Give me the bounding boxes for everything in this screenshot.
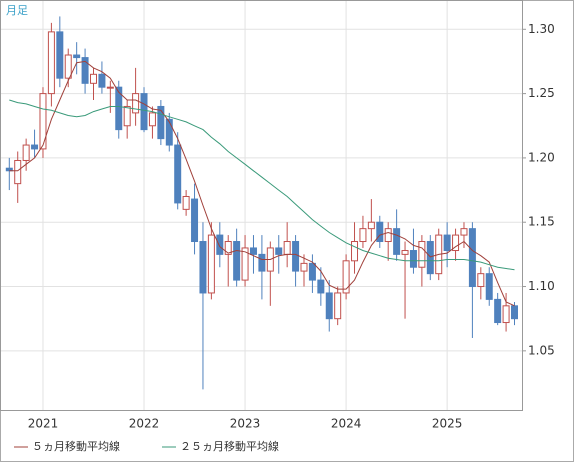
candle-body xyxy=(123,105,131,127)
candle-body xyxy=(468,228,476,288)
candle-body xyxy=(367,221,375,230)
candle-body xyxy=(342,260,350,294)
candle-body xyxy=(115,86,123,131)
candle-body xyxy=(199,241,207,294)
moving-average-line xyxy=(9,60,515,307)
candle-body xyxy=(426,241,434,275)
candle-body xyxy=(308,262,316,281)
candle-body xyxy=(275,247,283,255)
candle-body xyxy=(241,247,249,281)
candle-body xyxy=(300,262,308,272)
candle-body xyxy=(81,57,89,84)
y-tick-label: 1.10 xyxy=(528,279,555,293)
candle-body xyxy=(283,241,291,255)
x-tick-label: 2021 xyxy=(28,417,59,431)
candle-body xyxy=(351,241,359,262)
candle-body xyxy=(334,292,342,320)
candle-body xyxy=(140,93,148,131)
candle-body xyxy=(292,241,300,272)
candle-body xyxy=(56,31,64,79)
candle-body xyxy=(233,241,241,281)
candle-body xyxy=(409,250,417,268)
candle-body xyxy=(502,305,510,324)
candle-body xyxy=(325,292,333,320)
moving-average-line xyxy=(9,99,515,271)
candle-body xyxy=(376,221,384,243)
candle-body xyxy=(22,144,30,161)
candle-body xyxy=(384,228,392,243)
candle-body xyxy=(106,86,114,89)
candle-body xyxy=(401,250,409,255)
period-label: 月足 xyxy=(6,4,28,17)
candle-body xyxy=(148,112,156,127)
y-tick-label: 1.30 xyxy=(528,22,555,36)
candle-body xyxy=(31,144,39,150)
candle-body xyxy=(452,234,460,252)
candle-body xyxy=(165,118,173,146)
candle-body xyxy=(317,279,325,294)
candle-body xyxy=(393,228,401,255)
candle-body xyxy=(224,241,232,255)
plot-area xyxy=(0,0,523,411)
candle-body xyxy=(249,247,257,255)
candle-body xyxy=(207,234,215,294)
candle-body xyxy=(477,273,485,288)
x-tick-label: 2024 xyxy=(331,417,362,431)
x-tick-label: 2023 xyxy=(230,417,261,431)
candle-body xyxy=(460,228,468,236)
candle-body xyxy=(216,234,224,255)
x-tick-label: 2022 xyxy=(129,417,160,431)
candle-body xyxy=(14,159,22,185)
candle-body xyxy=(73,54,81,59)
y-tick-label: 1.20 xyxy=(528,150,555,164)
candle-body xyxy=(511,305,518,320)
candle-body xyxy=(98,73,106,88)
candle-body xyxy=(485,273,493,300)
candle-body xyxy=(191,198,199,243)
candle-body xyxy=(359,228,367,243)
legend-label: ２５ヵ月移動平均線 xyxy=(180,439,279,453)
candle-body xyxy=(157,105,165,140)
candle-body xyxy=(443,234,451,252)
candle-body xyxy=(418,241,426,268)
candle-body xyxy=(174,144,182,204)
candle-body xyxy=(132,93,140,114)
candle-body xyxy=(47,31,55,95)
candle-body xyxy=(258,253,266,272)
candle-body xyxy=(494,298,502,324)
y-tick-label: 1.25 xyxy=(528,86,555,100)
x-tick-label: 2025 xyxy=(432,417,463,431)
candle-body xyxy=(182,195,190,210)
y-tick-label: 1.15 xyxy=(528,215,555,229)
candle-body xyxy=(39,93,47,150)
candle-body xyxy=(90,73,97,84)
legend-label: ５ヵ月移動平均線 xyxy=(32,439,120,453)
y-tick-label: 1.05 xyxy=(528,343,555,357)
candle-body xyxy=(64,54,72,79)
